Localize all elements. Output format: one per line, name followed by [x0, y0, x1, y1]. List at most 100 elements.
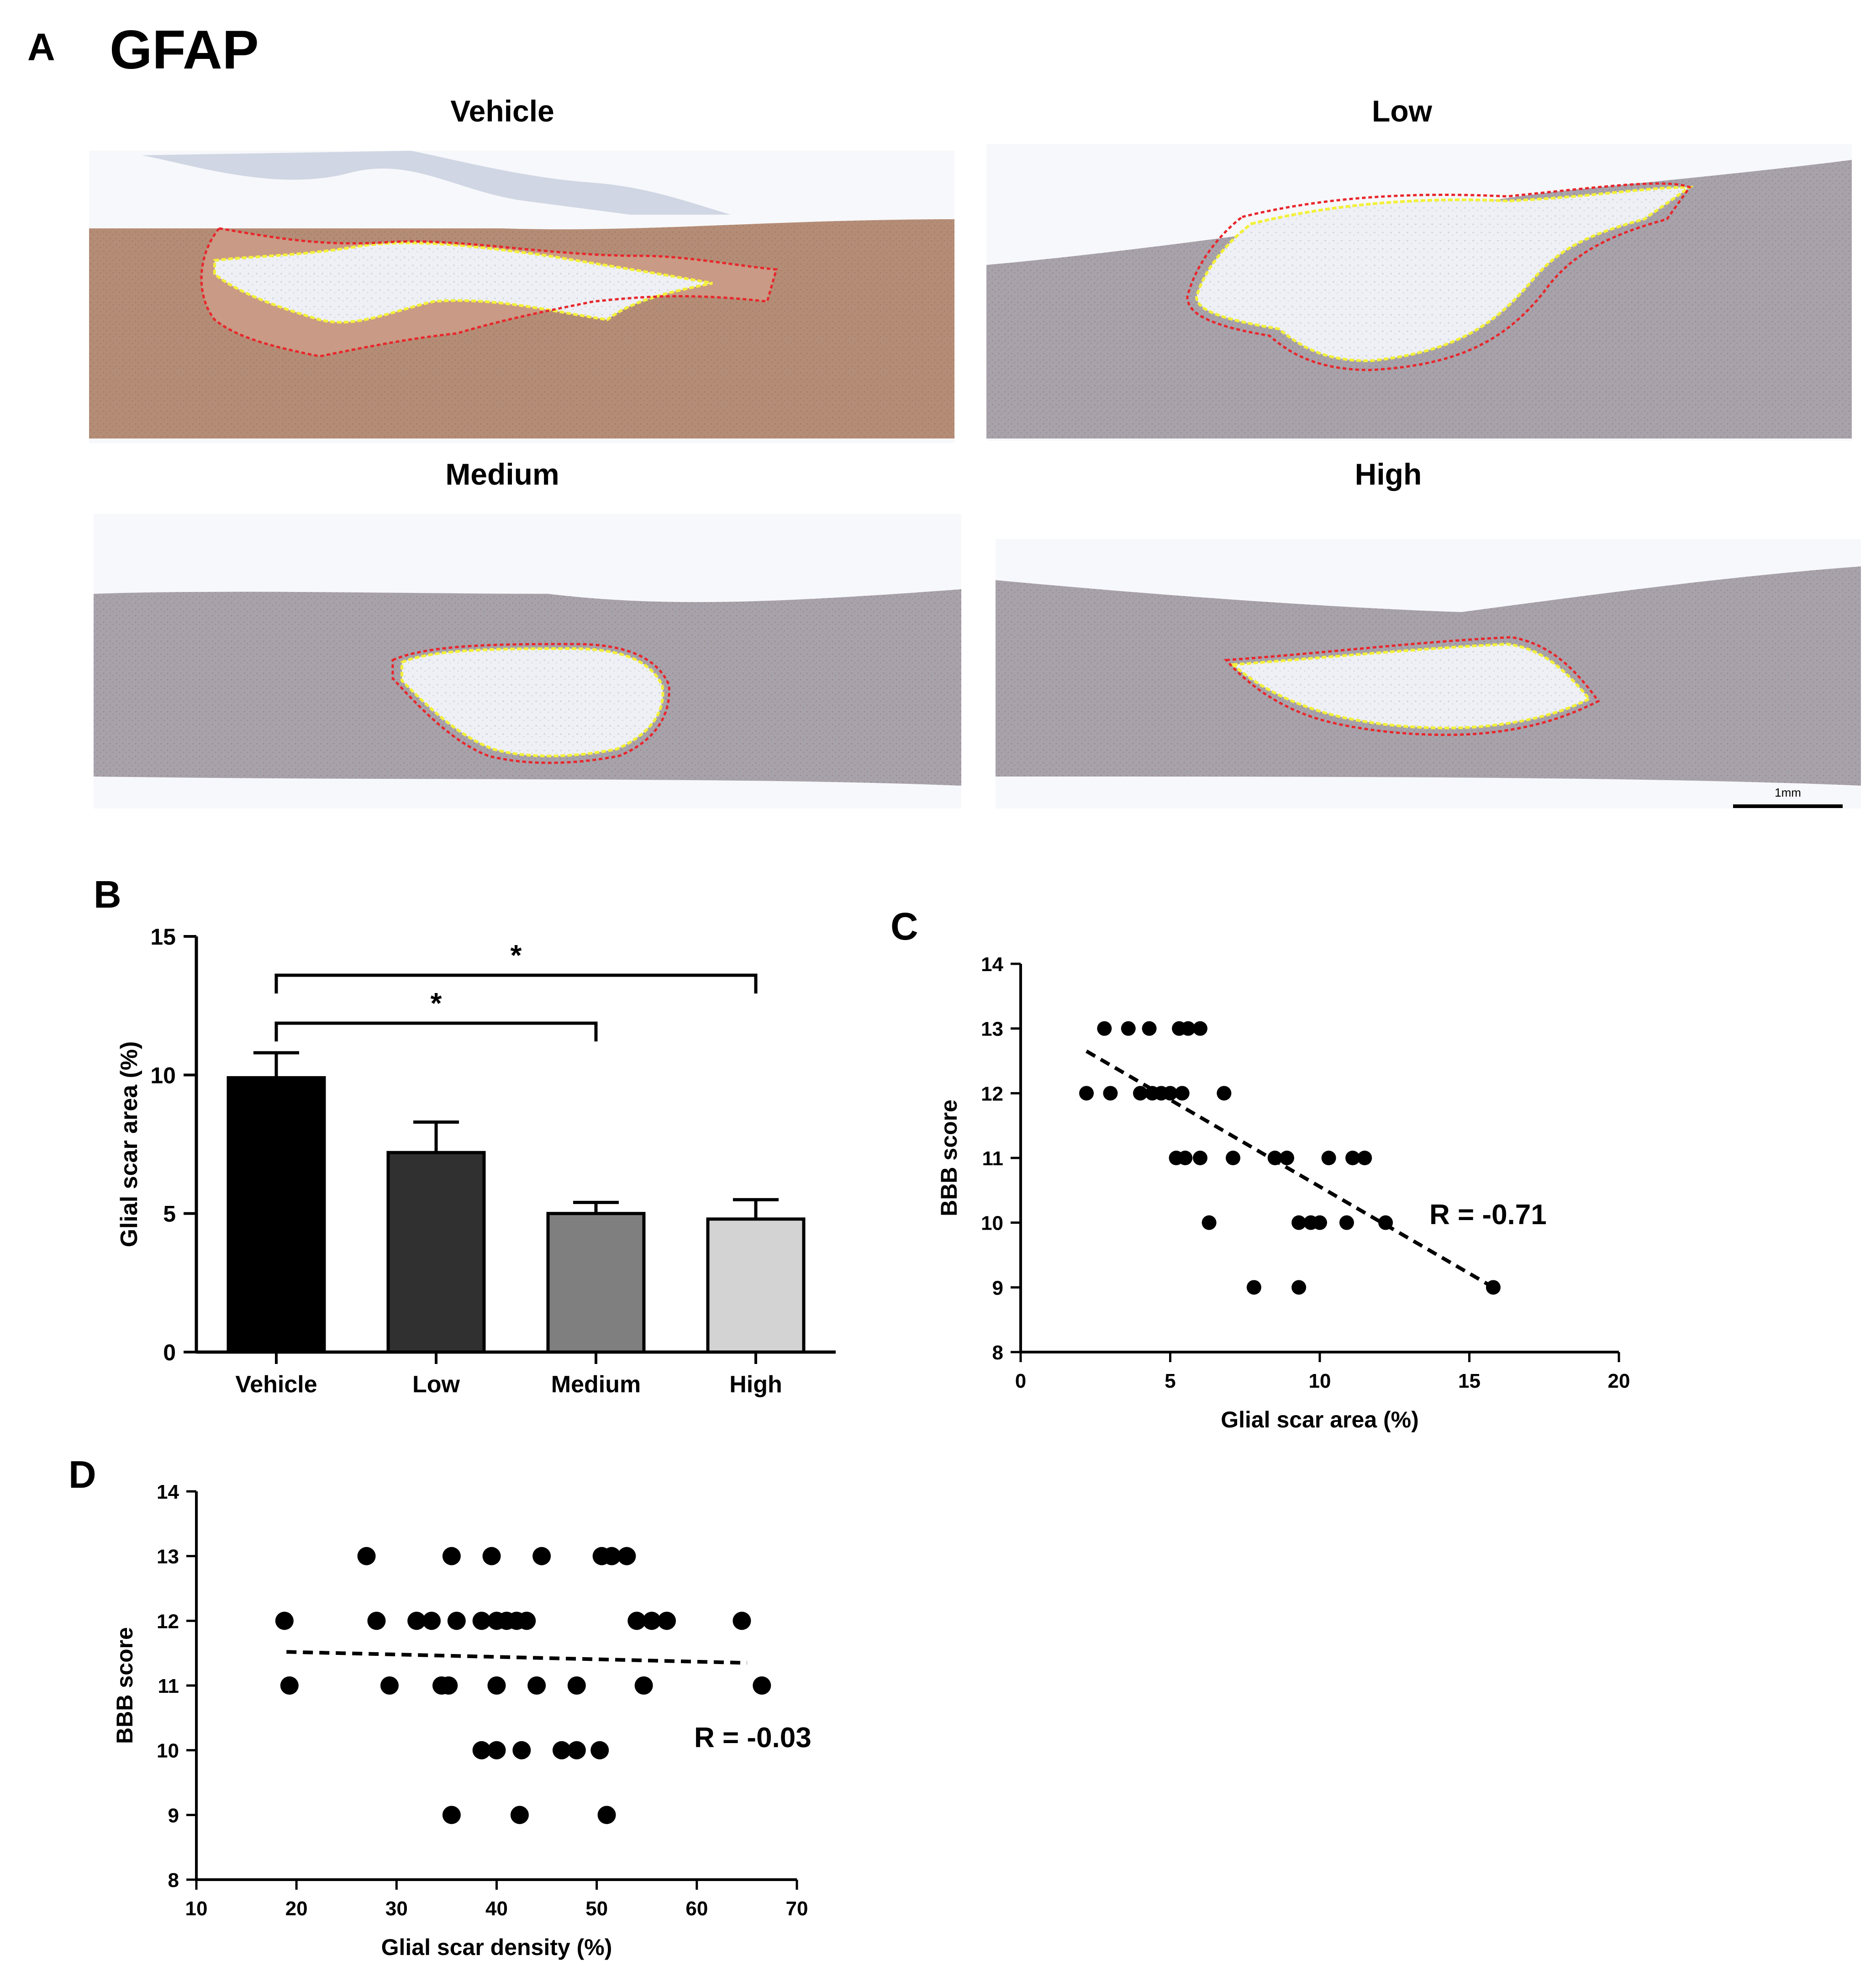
panel-c-letter: C [891, 905, 918, 948]
x-tick-label: 20 [1608, 1370, 1630, 1392]
data-point [357, 1547, 376, 1565]
data-point [617, 1547, 636, 1565]
data-point [567, 1676, 586, 1695]
data-point [1312, 1215, 1327, 1230]
data-point [1339, 1215, 1354, 1230]
data-point [472, 1741, 491, 1760]
x-tick-label: High [729, 1371, 782, 1398]
y-tick-label: 15 [150, 924, 176, 950]
trend-line [1086, 1049, 1494, 1289]
x-tick-label: 20 [285, 1897, 308, 1920]
data-point [567, 1741, 586, 1760]
data-point [1142, 1021, 1157, 1036]
data-point [1321, 1151, 1336, 1165]
correlation-annotation: R = -0.03 [694, 1722, 812, 1754]
y-tick-label: 9 [168, 1804, 179, 1827]
panel-d-letter: D [69, 1453, 96, 1496]
x-tick-label: 10 [185, 1897, 208, 1920]
x-tick-label: 10 [1309, 1370, 1331, 1392]
data-point [658, 1612, 676, 1630]
data-point [442, 1806, 461, 1824]
data-point [275, 1612, 294, 1630]
panel-b-letter: B [94, 873, 121, 916]
scalebar-label: 1mm [1775, 786, 1801, 799]
x-tick-label: Medium [551, 1371, 641, 1398]
data-point [1291, 1215, 1307, 1230]
data-point [1133, 1086, 1148, 1101]
data-point [552, 1741, 571, 1760]
panel-a-letter: A [27, 26, 55, 69]
y-tick-label: 8 [168, 1869, 179, 1892]
y-tick-label: 10 [150, 1062, 176, 1088]
micrograph-high [996, 539, 1861, 809]
data-point [447, 1612, 466, 1630]
significance-star: * [511, 939, 522, 972]
data-point [1178, 1151, 1193, 1165]
data-point [602, 1547, 621, 1565]
data-point [1291, 1280, 1307, 1295]
micrograph-title-medium: Medium [445, 457, 559, 491]
data-point [643, 1612, 661, 1630]
data-point [1357, 1151, 1372, 1165]
data-point [1345, 1151, 1360, 1165]
y-tick-label: 5 [163, 1201, 176, 1227]
data-point [1279, 1151, 1294, 1165]
bar-medium [546, 1212, 646, 1354]
data-point [487, 1741, 506, 1760]
data-point [1175, 1086, 1190, 1101]
data-point [422, 1612, 441, 1630]
x-tick-label: 50 [585, 1897, 608, 1920]
data-point [1193, 1151, 1207, 1165]
significance-star: * [431, 987, 442, 1020]
y-tick-label: 14 [981, 953, 1003, 976]
data-point [1097, 1021, 1112, 1036]
y-tick-label: 13 [157, 1546, 179, 1568]
data-point [1121, 1021, 1136, 1036]
data-point [280, 1676, 299, 1695]
data-point [1079, 1086, 1094, 1101]
data-point [527, 1676, 546, 1695]
y-tick-label: 13 [981, 1018, 1003, 1041]
micrograph-medium [94, 514, 961, 809]
data-point [634, 1676, 653, 1695]
micrograph-title-low: Low [1372, 94, 1432, 128]
panel-a-title: GFAP [110, 19, 259, 80]
y-tick-label: 11 [982, 1147, 1003, 1170]
data-point [753, 1676, 771, 1695]
y-axis-title: BBB score [936, 1099, 962, 1216]
data-point [1180, 1021, 1196, 1036]
y-axis-title: Glial scar area (%) [116, 1041, 142, 1247]
y-tick-label: 14 [157, 1481, 179, 1503]
trend-line [286, 1650, 747, 1665]
x-tick-label: 40 [485, 1897, 508, 1920]
data-point [590, 1741, 609, 1760]
significance-bracket [274, 1021, 598, 1041]
bar-low [386, 1151, 486, 1354]
data-point [1103, 1086, 1118, 1101]
x-tick-label: 30 [385, 1897, 408, 1920]
data-point [407, 1612, 426, 1630]
y-tick-label: 10 [157, 1740, 179, 1762]
significance-bracket [274, 973, 758, 994]
micrograph-low [986, 144, 1852, 441]
x-axis-title: Glial scar density (%) [381, 1934, 612, 1960]
y-tick-label: 9 [992, 1277, 1003, 1299]
data-point [439, 1676, 458, 1695]
micrograph-title-vehicle: Vehicle [450, 94, 554, 128]
data-point [472, 1612, 491, 1630]
y-tick-label: 8 [992, 1342, 1003, 1364]
data-point [627, 1612, 646, 1630]
x-tick-label: Low [412, 1371, 460, 1398]
bar-vehicle [227, 1076, 326, 1354]
data-point [732, 1612, 751, 1630]
y-tick-label: 11 [158, 1675, 179, 1697]
x-tick-label: 0 [1015, 1370, 1026, 1392]
micrographs-canvas [89, 144, 1861, 809]
data-point [487, 1676, 506, 1695]
data-point [1217, 1086, 1232, 1101]
data-point [1226, 1151, 1241, 1165]
data-point [512, 1741, 531, 1760]
x-tick-label: 15 [1458, 1370, 1481, 1392]
y-axis-title: BBB score [112, 1627, 137, 1744]
